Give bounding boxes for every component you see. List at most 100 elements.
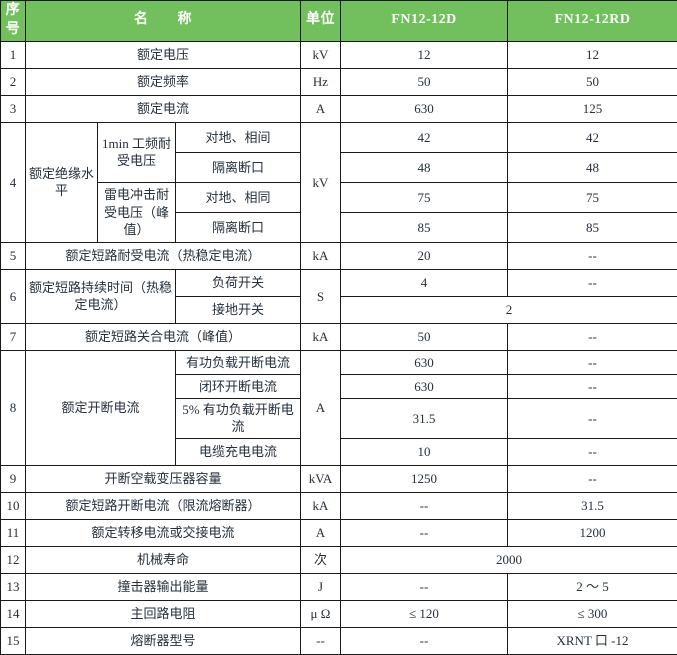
row-value-d: 10 <box>341 438 508 465</box>
row-value-d: 75 <box>341 182 508 212</box>
table-row: 4 额定绝缘水平 1min 工频耐受电压 对地、相间 kV 42 42 <box>1 122 677 152</box>
row-unit: kA <box>301 242 341 269</box>
row-unit: kV <box>301 122 341 242</box>
row-value-d: 48 <box>341 152 508 182</box>
row-value-d: 20 <box>341 242 508 269</box>
row-unit: A <box>301 519 341 546</box>
row-value-merged: 2000 <box>341 546 677 573</box>
row-no: 8 <box>1 350 26 465</box>
header-cell-model-d: FN12-12D <box>341 1 508 42</box>
table-row: 14 主回路电阻 μ Ω ≤ 120 ≤ 300 <box>1 600 677 627</box>
row-no: 11 <box>1 519 26 546</box>
row-value-rd: 75 <box>508 182 677 212</box>
row-unit: kV <box>301 41 341 68</box>
row-no: 13 <box>1 573 26 600</box>
header-cell-unit: 单位 <box>301 1 341 42</box>
row-value-rd: -- <box>508 438 677 465</box>
table-row: 5 额定短路耐受电流（热稳定电流） kA 20 -- <box>1 242 677 269</box>
row-value-d: 630 <box>341 95 508 122</box>
row-subitem-label: 负荷开关 <box>176 269 301 296</box>
row-no: 5 <box>1 242 26 269</box>
row-value-rd: -- <box>508 398 677 438</box>
row-unit: 次 <box>301 546 341 573</box>
row-value-d: 85 <box>341 212 508 242</box>
table-row: 3 额定电流 A 630 125 <box>1 95 677 122</box>
row-subitem-label: 对地、相间 <box>176 122 301 152</box>
row-value-d: 1250 <box>341 465 508 492</box>
row-subitem-label: 隔离断口 <box>176 152 301 182</box>
table-header-row: 序号 名 称 单位 FN12-12D FN12-12RD <box>1 1 677 42</box>
row-unit: A <box>301 350 341 465</box>
row-unit: μ Ω <box>301 600 341 627</box>
row-value-rd: 1200 <box>508 519 677 546</box>
row-value-d: -- <box>341 492 508 519</box>
row-name: 额定电压 <box>26 41 301 68</box>
row-name: 额定短路持续时间（热稳定电流） <box>26 269 176 323</box>
row-value-d: 42 <box>341 122 508 152</box>
row-name: 额定绝缘水平 <box>26 122 98 242</box>
table-row: 2 额定频率 Hz 50 50 <box>1 68 677 95</box>
row-no: 1 <box>1 41 26 68</box>
row-name: 额定短路耐受电流（热稳定电流） <box>26 242 301 269</box>
table-row: 7 额定短路关合电流（峰值） kA 50 -- <box>1 323 677 350</box>
row-no: 15 <box>1 627 26 654</box>
row-no: 14 <box>1 600 26 627</box>
row-unit: kA <box>301 323 341 350</box>
row-unit: S <box>301 269 341 323</box>
row-value-rd: XRNT 口 -12 <box>508 627 677 654</box>
row-value-rd: 125 <box>508 95 677 122</box>
row-no: 6 <box>1 269 26 323</box>
table-row: 8 额定开断电流 有功负载开断电流 A 630 -- <box>1 350 677 374</box>
row-value-rd: -- <box>508 350 677 374</box>
row-name: 撞击器输出能量 <box>26 573 301 600</box>
row-no: 3 <box>1 95 26 122</box>
row-value-d: 31.5 <box>341 398 508 438</box>
row-value-d: -- <box>341 627 508 654</box>
row-value-rd: 31.5 <box>508 492 677 519</box>
row-value-d: 4 <box>341 269 508 296</box>
row-name: 额定开断电流 <box>26 350 176 465</box>
header-cell-model-rd: FN12-12RD <box>508 1 677 42</box>
row-value-d: 50 <box>341 323 508 350</box>
row-name: 额定电流 <box>26 95 301 122</box>
row-value-rd: -- <box>508 374 677 398</box>
row-name: 额定短路开断电流（限流熔断器） <box>26 492 301 519</box>
table-row: 9 开断空载变压器容量 kVA 1250 -- <box>1 465 677 492</box>
row-subitem-label: 闭环开断电流 <box>176 374 301 398</box>
row-subitem-label: 接地开关 <box>176 296 301 323</box>
table-row: 10 额定短路开断电流（限流熔断器） kA -- 31.5 <box>1 492 677 519</box>
row-value-rd: -- <box>508 323 677 350</box>
row-subitem-label: 电缆充电电流 <box>176 438 301 465</box>
row-name: 额定转移电流或交接电流 <box>26 519 301 546</box>
row-value-merged: 2 <box>341 296 677 323</box>
row-unit: Hz <box>301 68 341 95</box>
table-row: 6 额定短路持续时间（热稳定电流） 负荷开关 S 4 -- <box>1 269 677 296</box>
header-cell-no: 序号 <box>1 1 26 42</box>
row-subgroup-label: 1min 工频耐受电压 <box>98 122 176 182</box>
row-subitem-label: 对地、相同 <box>176 182 301 212</box>
row-name: 熔断器型号 <box>26 627 301 654</box>
table-row: 12 机械寿命 次 2000 <box>1 546 677 573</box>
row-value-rd: 48 <box>508 152 677 182</box>
row-value-d: 630 <box>341 350 508 374</box>
row-value-d: -- <box>341 573 508 600</box>
row-subitem-label: 有功负载开断电流 <box>176 350 301 374</box>
row-value-d: 630 <box>341 374 508 398</box>
row-value-rd: -- <box>508 242 677 269</box>
row-value-d: ≤ 120 <box>341 600 508 627</box>
row-subgroup-label: 雷电冲击耐受电压（峰值） <box>98 182 176 242</box>
row-no: 7 <box>1 323 26 350</box>
row-value-d: 50 <box>341 68 508 95</box>
row-unit: A <box>301 95 341 122</box>
table-row: 13 撞击器输出能量 J -- 2 ～ 5 <box>1 573 677 600</box>
row-value-rd: 50 <box>508 68 677 95</box>
row-name: 额定短路关合电流（峰值） <box>26 323 301 350</box>
row-value-rd: 85 <box>508 212 677 242</box>
row-value-rd: -- <box>508 465 677 492</box>
row-name: 额定频率 <box>26 68 301 95</box>
row-value-rd: ≤ 300 <box>508 600 677 627</box>
row-value-rd: 42 <box>508 122 677 152</box>
row-unit: -- <box>301 627 341 654</box>
row-value-rd: 12 <box>508 41 677 68</box>
